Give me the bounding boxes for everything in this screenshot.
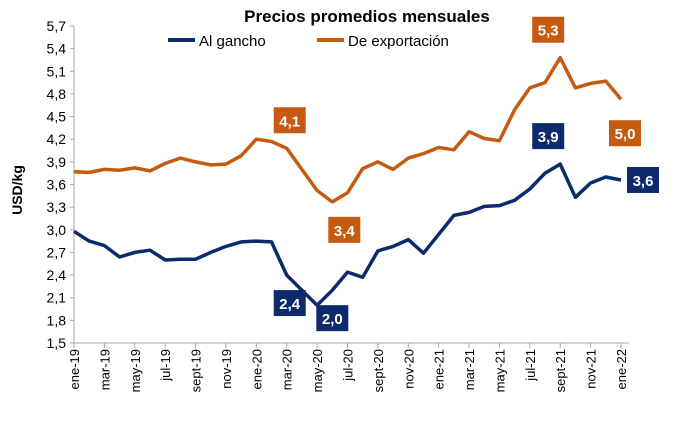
- y-tick-label: 4,8: [47, 86, 67, 102]
- legend-label-de-exportacion: De exportación: [348, 33, 449, 50]
- data-label: 5,0: [609, 120, 641, 146]
- x-tick-label: nov-19: [219, 349, 234, 389]
- y-tick-label: 3,6: [47, 177, 67, 193]
- x-tick-label: ene-22: [614, 349, 629, 389]
- y-tick-label: 5,4: [47, 41, 67, 57]
- data-label: 3,9: [532, 123, 564, 149]
- chart-title: Precios promedios mensuales: [244, 7, 490, 26]
- y-tick-label: 2,7: [47, 244, 67, 260]
- y-tick-label: 5,7: [47, 18, 67, 34]
- data-label-text: 5,3: [538, 23, 559, 40]
- x-tick-label: may-19: [128, 349, 143, 392]
- y-tick-label: 3,3: [47, 199, 67, 215]
- data-label: 3,4: [328, 217, 360, 243]
- x-tick-label: sept-21: [553, 349, 568, 392]
- x-tick-label: mar-20: [280, 349, 295, 390]
- data-label: 3,6: [627, 167, 659, 193]
- data-label-text: 5,0: [615, 126, 636, 143]
- x-tick-label: jul-19: [158, 349, 173, 382]
- x-tick-label: ene-21: [432, 349, 447, 389]
- data-label-text: 2,0: [322, 311, 343, 328]
- x-tick-label: jul-20: [341, 349, 356, 382]
- data-label: 5,3: [532, 17, 564, 43]
- data-label: 2,4: [274, 290, 306, 316]
- y-tick-label: 5,1: [47, 63, 67, 79]
- y-tick-label: 4,5: [47, 109, 67, 125]
- y-tick-label: 2,4: [47, 267, 67, 283]
- x-tick-label: may-21: [492, 349, 507, 392]
- x-tick-label: nov-21: [584, 349, 599, 389]
- legend-label-al-gancho: Al gancho: [199, 33, 266, 50]
- x-tick-label: nov-20: [401, 349, 416, 389]
- legend: Al gancho De exportación: [168, 33, 449, 50]
- data-label-text: 3,6: [633, 173, 654, 190]
- x-tick-label: sept-20: [371, 349, 386, 392]
- data-label-text: 3,4: [334, 223, 356, 240]
- data-label: 4,1: [274, 107, 306, 133]
- y-tick-label: 1,8: [47, 312, 67, 328]
- data-label-text: 4,1: [279, 113, 300, 130]
- x-tick-label: ene-19: [67, 349, 82, 389]
- data-label-text: 2,4: [279, 296, 301, 313]
- x-tick-label: jul-21: [523, 349, 538, 382]
- x-tick-label: mar-21: [462, 349, 477, 390]
- y-axis-label: USD/kg: [9, 165, 25, 215]
- y-tick-label: 1,5: [47, 335, 67, 351]
- x-tick-label: ene-20: [249, 349, 264, 389]
- y-tick-label: 2,1: [47, 290, 67, 306]
- x-tick-label: mar-19: [97, 349, 112, 390]
- x-tick-label: sept-19: [189, 349, 204, 392]
- y-tick-label: 3,0: [47, 222, 67, 238]
- y-tick-label: 4,2: [47, 131, 67, 147]
- x-tick-label: may-20: [310, 349, 325, 392]
- y-tick-label: 3,9: [47, 154, 67, 170]
- data-label: 2,0: [316, 305, 348, 331]
- data-label-text: 3,9: [538, 129, 559, 146]
